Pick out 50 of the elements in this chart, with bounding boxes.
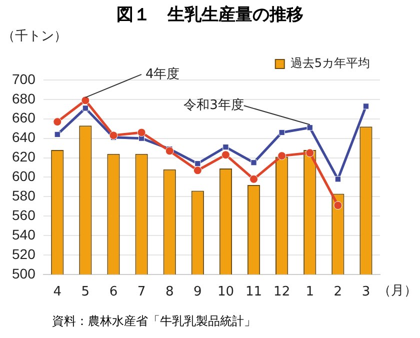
y-tick-label: 640: [12, 129, 36, 146]
x-tick-label: 12: [274, 284, 290, 300]
y-tick-label: 600: [12, 168, 36, 184]
legend-label: 過去5カ年平均: [290, 56, 370, 70]
point: [193, 166, 202, 175]
y-tick-label: 660: [12, 110, 36, 126]
chart-title: 図１ 生乳生産量の推移: [116, 4, 304, 27]
x-tick-label: 2: [334, 284, 342, 300]
point: [54, 131, 60, 138]
point: [306, 148, 314, 158]
x-tick-label: 4: [53, 284, 62, 300]
x-tick-label: 11: [245, 284, 262, 300]
y-tick-label: 540: [12, 226, 36, 242]
point: [81, 96, 90, 105]
point: [278, 129, 285, 136]
point: [362, 103, 370, 110]
point: [109, 131, 118, 140]
y-axis-title: （千トン）: [2, 28, 67, 44]
y-tick-label: 700: [12, 70, 36, 87]
point: [53, 118, 62, 126]
point: [250, 160, 257, 166]
point: [334, 176, 341, 182]
y-tick-label: 680: [12, 90, 36, 106]
point: [334, 201, 342, 210]
y-tick-label: 620: [12, 148, 36, 165]
x-tick-label: 8: [165, 284, 174, 300]
x-tick-label: 6: [109, 284, 118, 300]
point: [221, 150, 230, 160]
x-tick-label: 3: [362, 284, 370, 300]
x-tick-label: 9: [194, 284, 202, 300]
text: 令和3年度: [184, 97, 244, 114]
x-tick-label: 1: [306, 284, 314, 300]
text: 4年度: [145, 66, 180, 82]
point: [222, 144, 229, 150]
x-tick-label: 5: [81, 284, 90, 300]
point: [165, 146, 174, 156]
point: [82, 105, 89, 112]
x-tick-label: 10: [217, 284, 234, 300]
x-axis-title: （月）: [378, 283, 417, 298]
point: [194, 160, 201, 167]
point: [137, 128, 146, 137]
y-tick-label: 500: [12, 265, 36, 282]
y-tick-label: 580: [12, 188, 36, 204]
x-tick-label: 7: [137, 284, 146, 300]
y-tick-label: 560: [12, 206, 36, 223]
point: [278, 152, 286, 160]
point: [250, 174, 258, 184]
text: 資料：農林水産省「牛乳乳製品統計」: [51, 313, 257, 330]
point: [306, 124, 313, 131]
y-tick-label: 520: [12, 246, 36, 262]
